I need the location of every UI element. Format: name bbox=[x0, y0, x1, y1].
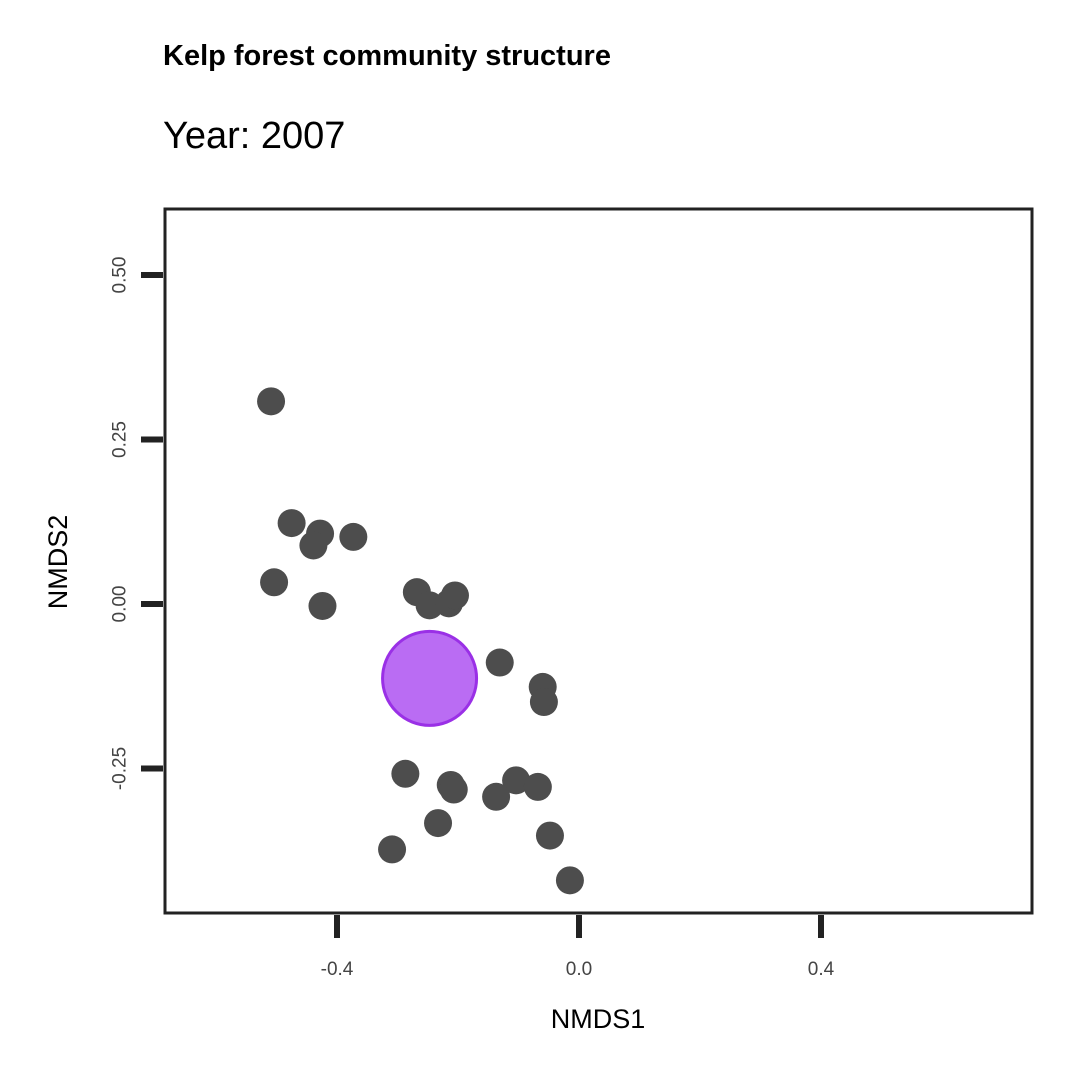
data-point bbox=[529, 688, 558, 717]
y-axis-ticks: -0.25 0.00 0.25 0.50 bbox=[110, 257, 163, 790]
y-tick-label: 0.50 bbox=[110, 257, 131, 294]
data-point bbox=[485, 648, 514, 677]
data-point bbox=[440, 581, 469, 610]
data-point bbox=[535, 821, 564, 850]
x-axis-title: NMDS1 bbox=[551, 1004, 646, 1034]
data-point bbox=[260, 568, 289, 597]
y-tick-label: -0.25 bbox=[110, 747, 131, 790]
x-axis-ticks: -0.4 0.0 0.4 bbox=[321, 915, 835, 980]
x-tick-label: 0.0 bbox=[566, 959, 592, 980]
centroid-point bbox=[381, 629, 479, 727]
centroid-layer bbox=[381, 629, 479, 727]
y-tick-label: 0.25 bbox=[110, 421, 131, 458]
data-point bbox=[555, 866, 584, 895]
y-axis-title: NMDS2 bbox=[43, 515, 73, 610]
data-point bbox=[308, 591, 337, 620]
data-points bbox=[257, 387, 584, 895]
data-point bbox=[339, 522, 368, 551]
chart-subtitle: Year: 2007 bbox=[163, 115, 346, 157]
data-point bbox=[277, 509, 306, 538]
data-point bbox=[439, 775, 468, 804]
y-tick-label: 0.00 bbox=[110, 586, 131, 623]
x-tick-label: 0.4 bbox=[808, 959, 835, 980]
data-point bbox=[299, 531, 328, 560]
chart-title: Kelp forest community structure bbox=[163, 40, 611, 72]
data-point bbox=[523, 772, 552, 801]
data-point bbox=[378, 835, 407, 864]
data-point bbox=[424, 809, 453, 838]
plot-panel-border bbox=[163, 207, 1034, 915]
data-point bbox=[391, 759, 420, 788]
data-point bbox=[482, 782, 511, 811]
data-point bbox=[257, 387, 286, 416]
x-tick-label: -0.4 bbox=[321, 959, 354, 980]
data-point bbox=[502, 766, 531, 795]
